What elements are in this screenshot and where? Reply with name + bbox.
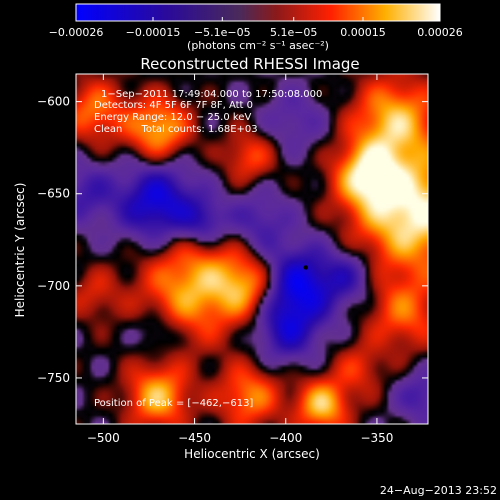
chart-title: Reconstructed RHESSI Image (140, 55, 359, 73)
x-tick-label: −450 (178, 431, 211, 445)
y-tick-label: −650 (37, 187, 70, 201)
x-tick-label: −500 (87, 431, 120, 445)
x-axis: −500 −450 −400 −350 (87, 74, 393, 445)
colorbar-tick-label: −5.1e−05 (194, 26, 251, 39)
time-range-annotation: 1−Sep−2011 17:49:04.000 to 17:50:08.000 (101, 89, 322, 100)
y-axis: −600 −650 −700 −750 (37, 95, 428, 385)
colorbar-tick-label: 0.00026 (417, 26, 463, 39)
y-tick-label: −700 (37, 279, 70, 293)
y-tick-label: −600 (37, 95, 70, 109)
clean-counts-annotation: Clean Total counts: 1.68E+03 (94, 124, 258, 135)
plot-frame (75, 73, 429, 425)
x-axis-label: Heliocentric X (arcsec) (184, 447, 320, 461)
heatmap-area (76, 74, 428, 424)
annotations: 1−Sep−2011 17:49:04.000 to 17:50:08.000 … (94, 89, 322, 409)
colorbar-tick-label: 0.00015 (340, 26, 386, 39)
colorbar-ticks: −0.00026 −0.00015 −5.1e−05 5.1e−05 0.00015 0.… (49, 17, 463, 39)
heatmap-image (76, 74, 428, 424)
detectors-annotation: Detectors: 4F 5F 6F 7F 8F, Att 0 (94, 100, 253, 111)
peak-position-annotation: Position of Peak = [−462,−613] (94, 398, 253, 409)
colorbar-tick-label: 5.1e−05 (270, 26, 317, 39)
colorbar-tick-label: −0.00026 (49, 26, 104, 39)
colorbar: −0.00026 −0.00015 −5.1e−05 5.1e−05 0.00015 0.… (49, 3, 463, 52)
peak-marker (303, 265, 309, 270)
colorbar-gradient (75, 3, 441, 22)
energy-range-annotation: Energy Range: 12.0 − 25.0 keV (94, 112, 251, 123)
x-tick-label: −400 (269, 431, 302, 445)
colorbar-tick-label: −0.00015 (126, 26, 181, 39)
footer-timestamp: 24−Aug−2013 23:52 (380, 484, 497, 497)
y-tick-label: −750 (37, 371, 70, 385)
y-axis-label: Heliocentric Y (arcsec) (13, 183, 27, 318)
colorbar-units-label: (photons cm⁻² s⁻¹ asec⁻²) (187, 39, 329, 52)
x-tick-label: −350 (360, 431, 393, 445)
